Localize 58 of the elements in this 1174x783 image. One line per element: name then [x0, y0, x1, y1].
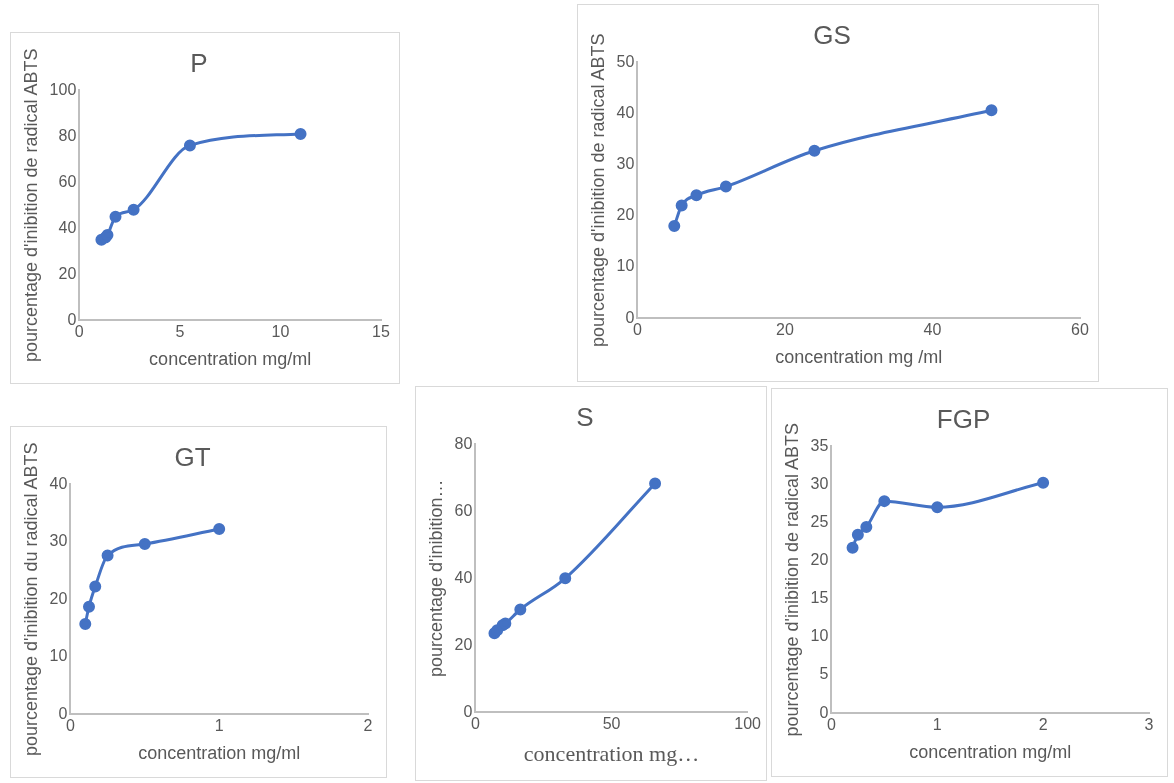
- x-axis-title: concentration mg /ml: [775, 347, 943, 368]
- y-tick-label: 20: [49, 589, 68, 607]
- chart-title: P: [190, 47, 208, 78]
- y-tick-label: 60: [58, 172, 77, 190]
- chart-title: FGP: [936, 403, 991, 434]
- y-axis-title: pourcentage d'inibition de radical ABTS: [587, 33, 608, 348]
- y-tick-label: 0: [58, 704, 68, 722]
- x-tick-label: 1: [214, 717, 224, 735]
- x-axis-title: concentration mg/ml: [149, 349, 312, 370]
- x-tick-label: 10: [271, 323, 290, 341]
- y-tick-label: 40: [616, 103, 635, 121]
- chart-title: GT: [174, 441, 211, 472]
- y-tick-label: 10: [616, 257, 635, 275]
- y-tick-label: 20: [58, 264, 77, 282]
- y-tick-label: 0: [819, 703, 829, 721]
- x-axis-title: concentration mg/ml: [909, 742, 1072, 763]
- x-axis-title: concentration mg/ml: [138, 743, 301, 764]
- chart-title: GS: [813, 19, 851, 50]
- x-tick-label: 3: [1144, 716, 1154, 734]
- y-tick-label: 10: [810, 627, 829, 645]
- y-tick-label: 80: [454, 434, 473, 452]
- y-tick-label: 35: [810, 436, 829, 454]
- x-tick-label: 1: [932, 716, 942, 734]
- y-tick-label: 60: [454, 501, 473, 519]
- y-axis-title: pourcentage d'inibition du radical ABTS: [20, 442, 41, 757]
- y-axis-title: pourcentage d'inibition de radical ABTS: [20, 48, 41, 363]
- y-tick-label: 15: [810, 589, 829, 607]
- x-tick-label: 15: [372, 323, 390, 341]
- y-tick-label: 100: [49, 80, 77, 98]
- y-axis-title: pourcentage d'inibition…: [425, 479, 446, 678]
- y-tick-label: 40: [49, 474, 68, 492]
- y-tick-label: 40: [454, 568, 473, 586]
- y-tick-label: 40: [58, 218, 77, 236]
- y-tick-label: 20: [810, 551, 829, 569]
- y-tick-label: 10: [49, 647, 68, 665]
- y-tick-label: 50: [616, 52, 635, 70]
- y-axis-title: pourcentage d'inibition de radical ABTS: [781, 422, 802, 737]
- x-tick-label: 100: [734, 715, 762, 733]
- x-tick-label: 60: [1071, 321, 1089, 339]
- y-tick-label: 0: [625, 308, 635, 326]
- y-tick-label: 0: [463, 702, 473, 720]
- x-axis-title: concentration mg…: [523, 740, 700, 766]
- chart-title: S: [576, 401, 594, 432]
- y-tick-label: 80: [58, 126, 77, 144]
- y-tick-label: 30: [616, 155, 635, 173]
- x-tick-label: 20: [776, 321, 794, 339]
- x-tick-label: 50: [602, 715, 621, 733]
- y-tick-label: 30: [49, 532, 68, 550]
- y-tick-label: 30: [810, 474, 829, 492]
- y-tick-label: 20: [616, 206, 635, 224]
- x-tick-label: 2: [363, 717, 373, 735]
- x-tick-label: 2: [1038, 716, 1048, 734]
- y-tick-label: 0: [67, 310, 77, 328]
- x-tick-label: 40: [923, 321, 942, 339]
- y-tick-label: 20: [454, 635, 473, 653]
- y-tick-label: 5: [819, 665, 829, 683]
- x-tick-label: 5: [175, 323, 185, 341]
- y-tick-label: 25: [810, 512, 829, 530]
